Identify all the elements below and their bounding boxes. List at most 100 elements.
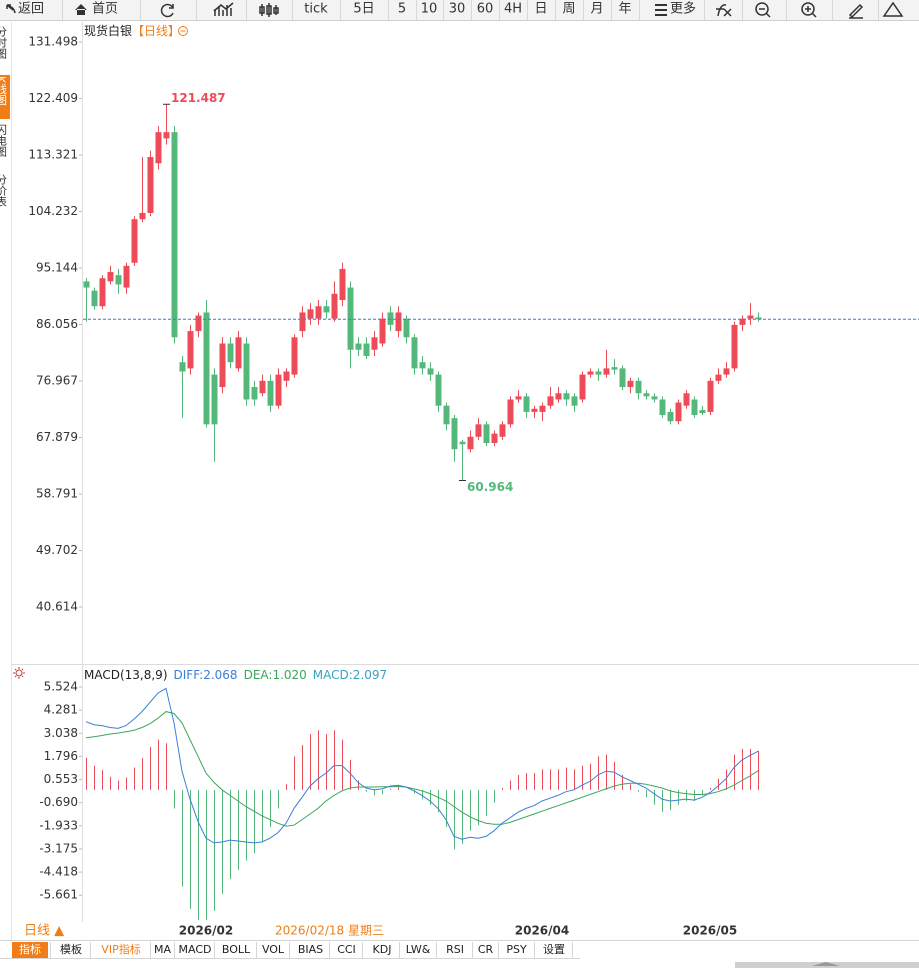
candle-body bbox=[651, 396, 658, 400]
toolbar-button[interactable]: 年 bbox=[618, 2, 631, 17]
candle-body bbox=[139, 212, 146, 220]
candle-body bbox=[315, 306, 322, 319]
indicator-tab[interactable]: PSY bbox=[506, 943, 527, 956]
candle-body bbox=[707, 380, 714, 412]
toolbar-button[interactable]: 首页 bbox=[92, 2, 118, 17]
indicator-tab[interactable]: VOL bbox=[262, 943, 285, 956]
indicator-tab[interactable]: 设置 bbox=[543, 943, 565, 956]
candle-body bbox=[411, 337, 418, 369]
x-tick-label: 2026/02 bbox=[179, 924, 233, 938]
toolbar-button[interactable]: tick bbox=[304, 2, 328, 17]
indicator-tab[interactable]: KDJ bbox=[373, 943, 392, 956]
period-button[interactable]: 日线 ▲ bbox=[24, 924, 64, 939]
left-tab[interactable]: 闪电图 bbox=[0, 123, 8, 158]
toolbar-button[interactable]: 30 bbox=[449, 2, 466, 17]
indicator-tab[interactable]: MACD bbox=[179, 943, 212, 956]
y-tick-label: 4.281 bbox=[44, 703, 78, 717]
dea-line bbox=[85, 711, 759, 827]
fx-icon[interactable] bbox=[716, 4, 732, 17]
toolbar-button[interactable]: 5 bbox=[398, 2, 406, 17]
toolbar-button[interactable]: 更多 bbox=[670, 1, 696, 17]
candle-body bbox=[387, 312, 394, 325]
menu-icon[interactable] bbox=[655, 4, 667, 16]
candle-body bbox=[243, 343, 250, 400]
candle-body bbox=[283, 371, 290, 381]
y-tick-label: 113.321 bbox=[28, 148, 78, 162]
candle-body bbox=[699, 410, 706, 414]
left-tab[interactable]: K线图 bbox=[0, 76, 8, 106]
indicator-tab[interactable]: 模板 bbox=[60, 942, 82, 956]
candle-body bbox=[435, 374, 442, 406]
zoom-out-icon[interactable] bbox=[755, 2, 769, 16]
back-icon[interactable] bbox=[6, 4, 16, 14]
y-tick-label: 104.232 bbox=[28, 204, 78, 218]
shape-icon[interactable] bbox=[882, 1, 904, 17]
candle-body bbox=[203, 312, 210, 425]
indicator-tab[interactable]: VIP指标 bbox=[101, 942, 140, 956]
candle-body bbox=[291, 337, 298, 375]
left-tab[interactable]: 分价表 bbox=[0, 174, 8, 208]
x-tick-label: 2026/04 bbox=[515, 924, 569, 938]
indicator-tab[interactable]: 指标 bbox=[19, 942, 41, 956]
left-tab[interactable]: 分时图 bbox=[0, 26, 8, 60]
candle-body bbox=[531, 408, 538, 412]
y-tick-label: -3.175 bbox=[39, 841, 78, 855]
toolbar-button[interactable]: 4H bbox=[504, 2, 522, 17]
indicator-tab[interactable]: BIAS bbox=[298, 943, 323, 956]
y-tick-label: -1.933 bbox=[39, 818, 78, 832]
candle-body bbox=[459, 441, 466, 445]
zoom-in-icon[interactable] bbox=[801, 2, 815, 16]
candle-body bbox=[499, 424, 506, 437]
toolbar-button[interactable]: 返回 bbox=[18, 2, 44, 17]
y-tick-label: 131.498 bbox=[28, 35, 78, 49]
toolbar-button[interactable]: 10 bbox=[421, 2, 438, 17]
refresh-icon[interactable] bbox=[160, 3, 174, 18]
macd-settings-icon[interactable] bbox=[13, 667, 25, 679]
toolbar-button[interactable]: 周 bbox=[562, 2, 575, 17]
candle-body bbox=[579, 374, 586, 400]
toolbar-button[interactable]: 5日 bbox=[353, 2, 374, 17]
symbol: 现货白银 bbox=[84, 23, 132, 38]
indicator-tab[interactable]: CCI bbox=[337, 943, 356, 956]
pen-icon[interactable] bbox=[848, 3, 864, 19]
indicator-tab[interactable]: RSI bbox=[446, 943, 464, 956]
candle-body bbox=[347, 287, 354, 350]
candle-body bbox=[547, 396, 554, 406]
indicator-tab[interactable]: CR bbox=[478, 943, 494, 956]
candle-body bbox=[339, 268, 346, 301]
toolbar-separators bbox=[62, 0, 879, 20]
high-label: 121.487 bbox=[171, 91, 226, 105]
toolbar-button[interactable]: 60 bbox=[477, 2, 494, 17]
candle-body bbox=[755, 317, 762, 320]
candle-body bbox=[475, 424, 482, 437]
collapse-icon[interactable] bbox=[178, 26, 188, 36]
y-tick-label: 5.524 bbox=[44, 679, 78, 693]
candle-body bbox=[187, 331, 194, 369]
candle-body bbox=[507, 399, 514, 425]
y-tick-label: -5.661 bbox=[39, 888, 78, 902]
candle-body bbox=[675, 402, 682, 422]
indicator-tab[interactable]: LW& bbox=[406, 943, 431, 956]
cursor-date: 2026/02/18 星期三 bbox=[275, 924, 384, 938]
indicator-tab[interactable]: BOLL bbox=[222, 943, 251, 956]
candle-body bbox=[147, 157, 154, 213]
candle-body bbox=[683, 393, 690, 406]
candle-body bbox=[331, 293, 338, 319]
candle-body bbox=[555, 393, 562, 400]
indicator-tab[interactable]: MA bbox=[154, 943, 171, 956]
candle-body bbox=[403, 318, 410, 338]
candle-body bbox=[635, 380, 642, 394]
home-icon[interactable] bbox=[75, 4, 87, 15]
y-tick-label: 95.144 bbox=[36, 261, 78, 275]
toolbar-button[interactable]: 月 bbox=[590, 2, 603, 17]
candle-body bbox=[571, 396, 578, 406]
y-tick-label: 58.791 bbox=[36, 487, 78, 501]
toolbar-button[interactable]: 日 bbox=[534, 2, 547, 17]
scroll-thumb[interactable] bbox=[812, 962, 840, 966]
candle-body bbox=[595, 371, 602, 375]
candle-icon[interactable] bbox=[259, 3, 279, 17]
dea-legend: DEA:1.020 bbox=[244, 668, 307, 682]
line-chart-icon[interactable] bbox=[213, 2, 234, 16]
y-tick-label: 0.553 bbox=[44, 772, 78, 786]
